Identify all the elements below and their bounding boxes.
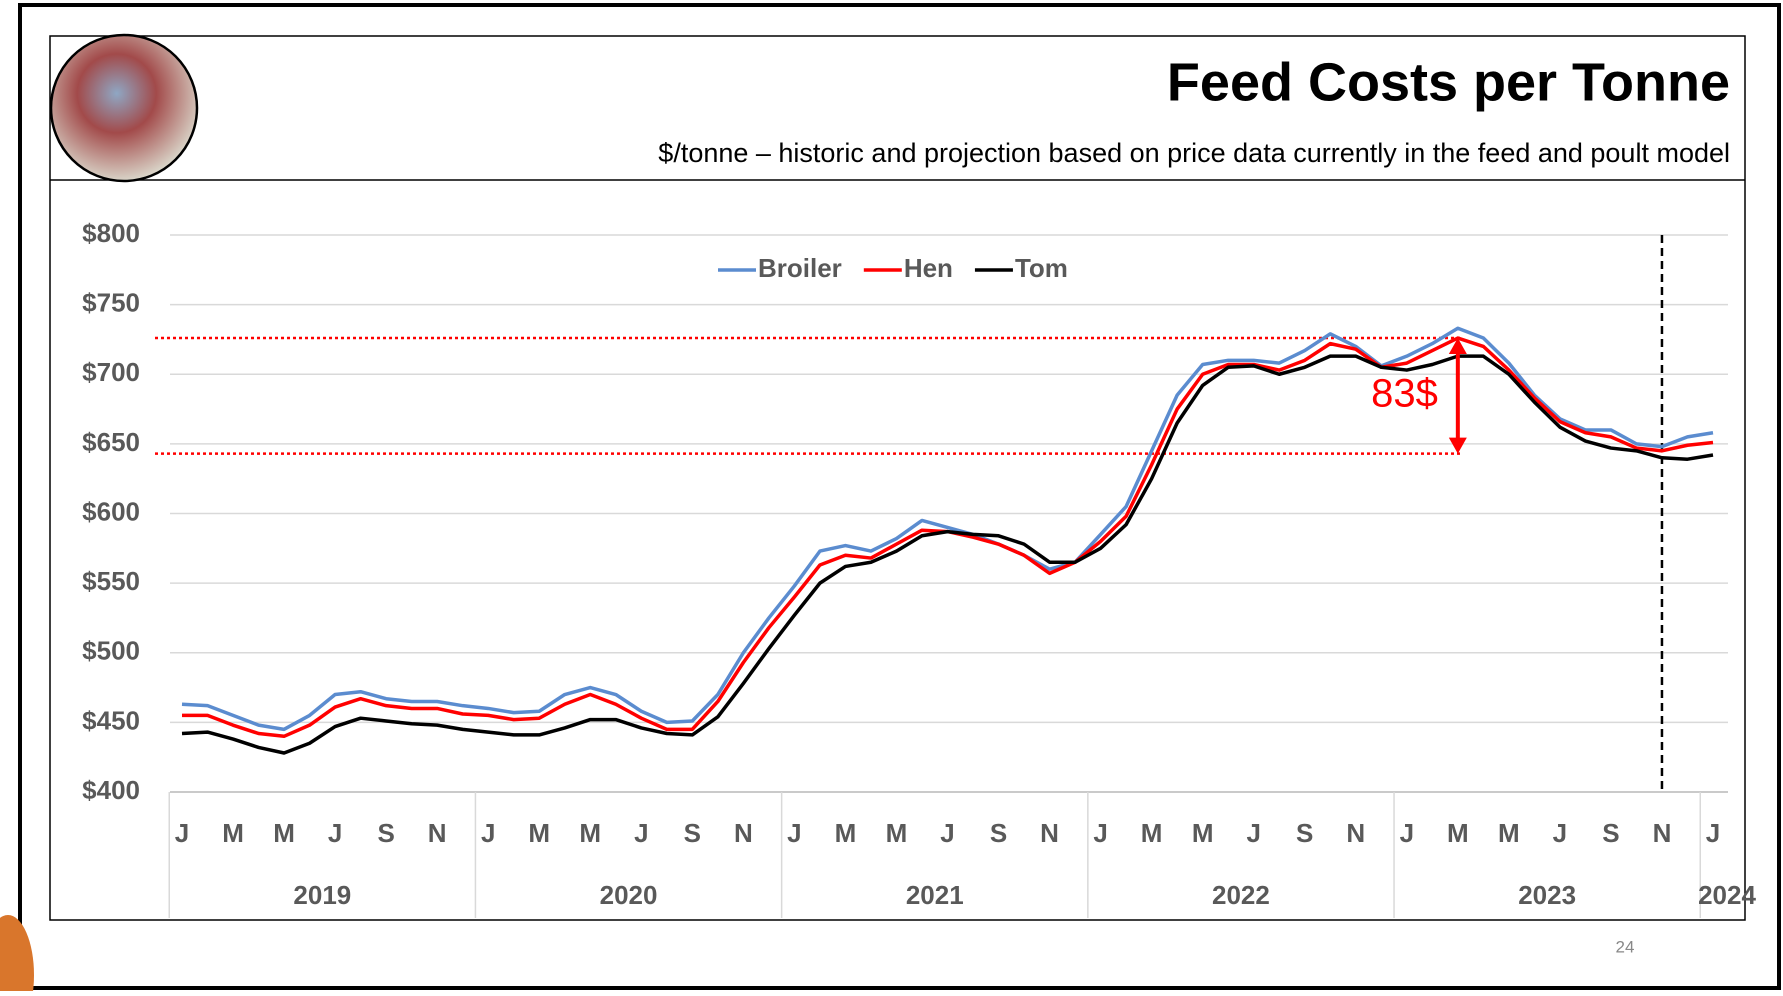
x-tick-label: M (222, 818, 244, 848)
x-tick-label: S (1296, 818, 1313, 848)
year-label: 2019 (293, 880, 351, 910)
x-tick-label: M (1192, 818, 1214, 848)
legend-label: Tom (1015, 253, 1068, 283)
x-tick-label: M (1447, 818, 1469, 848)
year-label: 2020 (600, 880, 658, 910)
slide-border (18, 3, 1781, 990)
legend-label: Broiler (758, 253, 842, 283)
x-tick-label: N (1346, 818, 1365, 848)
x-tick-label: J (1093, 818, 1107, 848)
x-tick-label: N (1653, 818, 1672, 848)
year-label: 2024 (1698, 880, 1756, 910)
x-tick-label: J (175, 818, 189, 848)
arrow-head (1448, 437, 1467, 454)
x-tick-label: N (1040, 818, 1059, 848)
x-tick-label: S (1602, 818, 1619, 848)
year-label: 2023 (1518, 880, 1576, 910)
decor (0, 915, 34, 996)
panel-border (49, 35, 1746, 921)
x-tick-label: M (1141, 818, 1163, 848)
annotation-label: 83$ (1371, 371, 1438, 415)
x-tick-label: J (1400, 818, 1414, 848)
y-tick-label: $700 (82, 357, 140, 387)
x-tick-label: M (886, 818, 908, 848)
x-tick-label: S (990, 818, 1007, 848)
y-tick-label: $550 (82, 566, 140, 596)
y-tick-label: $450 (82, 705, 140, 735)
y-tick-label: $650 (82, 427, 140, 457)
chart-title: Feed Costs per Tonne (1167, 52, 1730, 112)
x-tick-label: M (273, 818, 295, 848)
chart-subtitle: $/tonne – historic and projection based … (658, 138, 1730, 168)
legend-label: Hen (904, 253, 953, 283)
x-tick-label: J (1553, 818, 1567, 848)
x-tick-label: J (940, 818, 954, 848)
x-tick-label: J (787, 818, 801, 848)
x-tick-label: M (579, 818, 601, 848)
x-tick-label: N (428, 818, 447, 848)
series-line (182, 336, 1714, 739)
arrow-head (1448, 338, 1467, 355)
y-tick-label: $800 (82, 218, 140, 248)
year-label: 2022 (1212, 880, 1270, 910)
turkey-photo (49, 33, 199, 183)
x-tick-label: M (528, 818, 550, 848)
x-tick-label: S (377, 818, 394, 848)
x-tick-label: J (328, 818, 342, 848)
y-tick-label: $400 (82, 775, 140, 805)
series-line (181, 326, 1714, 732)
series-line (181, 354, 1714, 755)
x-tick-label: M (835, 818, 857, 848)
page-number: 24 (1616, 937, 1635, 956)
x-tick-label: S (684, 818, 701, 848)
year-label: 2021 (906, 880, 964, 910)
x-tick-label: J (634, 818, 648, 848)
x-tick-label: J (1246, 818, 1260, 848)
x-tick-label: J (1706, 818, 1720, 848)
x-tick-label: N (734, 818, 753, 848)
y-tick-label: $750 (82, 288, 140, 318)
y-tick-label: $500 (82, 636, 140, 666)
x-tick-label: M (1498, 818, 1520, 848)
x-tick-label: J (481, 818, 495, 848)
y-tick-label: $600 (82, 496, 140, 526)
